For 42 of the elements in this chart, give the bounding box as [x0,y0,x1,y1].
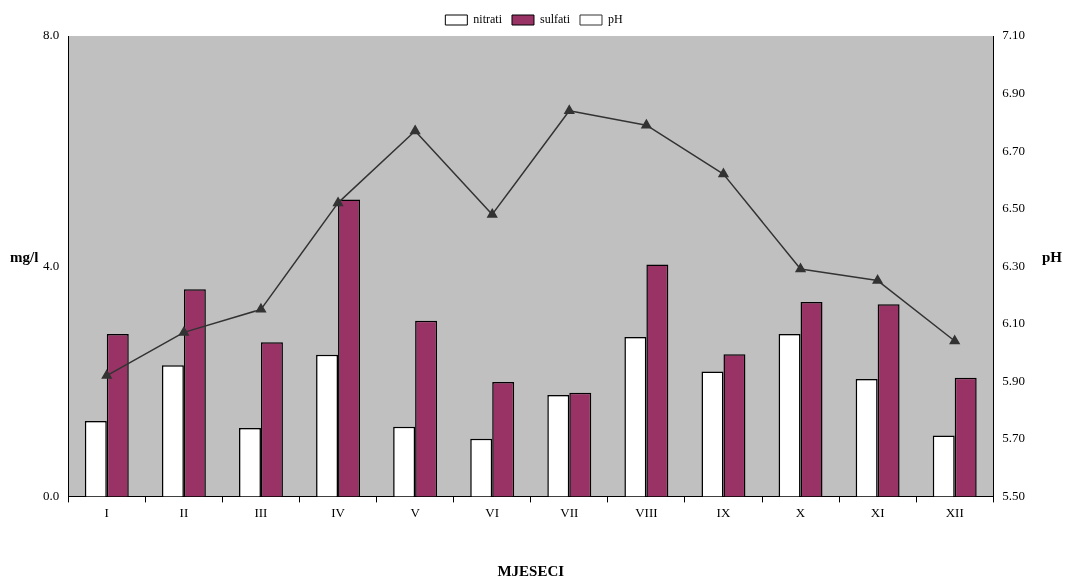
point [718,168,729,178]
point [178,326,189,336]
x-tick-label: XII [945,504,964,520]
x-tick-label: VIII [635,504,658,520]
legend-label: sulfati [540,12,571,27]
y2-tick-label: 6.50 [1002,200,1025,216]
y2-tick-label: 5.50 [1002,487,1025,503]
x-tick-label: IX [716,504,731,520]
point [410,125,421,135]
legend-label: nitrati [473,12,503,27]
point [255,303,267,313]
point [641,119,652,129]
y2-tick-label: 7.10 [1002,27,1025,43]
x-tick-label: V [410,504,421,520]
y2-axis-title: pH [1041,249,1063,266]
point [101,369,112,379]
point [332,197,344,207]
point [872,274,883,284]
y2-tick-label: 5.70 [1002,430,1025,446]
y-tick-label: 4.0 [43,257,60,273]
x-tick-label: IV [331,504,346,520]
y2-tick-label: 6.30 [1002,257,1025,273]
x-tick-label: III [254,504,268,520]
x-axis-title: MJESECI [497,562,565,579]
y-tick-label: 8.0 [43,27,60,43]
y2-tick-label: 5.90 [1002,372,1025,388]
y-axis-title: mg/l [10,249,39,266]
x-tick-label: I [104,504,109,520]
y2-tick-label: 6.70 [1002,142,1025,158]
point [564,105,575,115]
legend-label: pH [607,12,623,27]
point [795,263,806,273]
x-tick-label: X [795,504,806,520]
x-tick-label: II [179,504,189,520]
y2-tick-label: 6.90 [1002,84,1025,100]
x-tick-label: XI [870,504,885,520]
point [487,208,498,218]
y-tick-label: 0.0 [43,487,60,503]
point [949,335,960,345]
y2-tick-label: 6.10 [1002,315,1025,331]
x-tick-label: VII [560,504,579,520]
x-tick-label: VI [485,504,500,520]
